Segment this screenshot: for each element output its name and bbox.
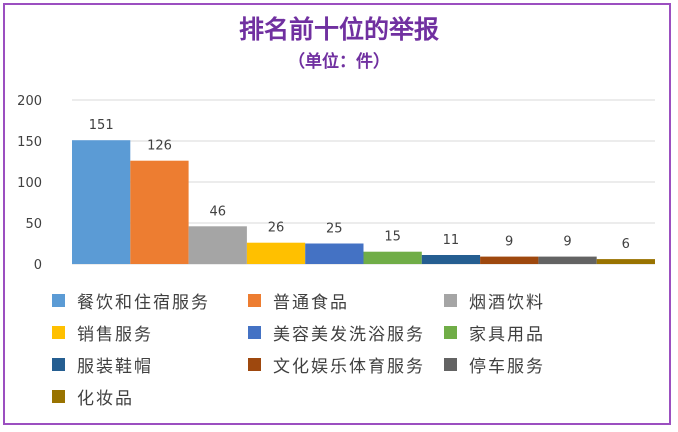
y-axis-ticks: 0 50 100 150 200 xyxy=(17,94,42,273)
y-tick-label: 100 xyxy=(17,176,42,191)
bar-3 xyxy=(188,226,247,264)
bar-6 xyxy=(363,251,422,264)
legend-item: 烟酒饮料 xyxy=(444,289,640,313)
legend-label: 停车服务 xyxy=(469,356,545,377)
legend-label: 文化娱乐体育服务 xyxy=(273,356,425,377)
legend-swatch xyxy=(248,325,261,339)
legend-item: 化妆品 xyxy=(52,385,248,409)
legend-label: 美容美发洗浴服务 xyxy=(273,324,425,345)
legend-item: 家具用品 xyxy=(444,321,640,345)
legend-label: 家具用品 xyxy=(469,324,545,345)
legend-swatch xyxy=(444,293,457,307)
legend-swatch xyxy=(248,357,261,371)
legend-item: 普通食品 xyxy=(248,289,444,313)
data-label: 26 xyxy=(268,221,285,236)
bar-9 xyxy=(538,256,597,264)
y-tick-label: 50 xyxy=(25,217,42,232)
legend-label: 烟酒饮料 xyxy=(469,292,545,313)
legend-label: 餐饮和住宿服务 xyxy=(77,292,210,313)
legend-item: 美容美发洗浴服务 xyxy=(248,321,444,345)
legend-item: 停车服务 xyxy=(444,353,640,377)
chart-title: 排名前十位的举报 xyxy=(238,15,439,44)
data-label: 11 xyxy=(443,233,460,248)
data-label: 46 xyxy=(210,204,227,219)
legend-label: 服装鞋帽 xyxy=(77,356,153,377)
y-tick-label: 0 xyxy=(34,258,42,273)
legend-swatch xyxy=(444,357,457,371)
bars xyxy=(72,140,655,264)
data-label: 126 xyxy=(147,139,172,154)
legend-item: 销售服务 xyxy=(52,321,248,345)
bar-1 xyxy=(72,140,131,264)
bar-10 xyxy=(596,259,655,264)
bar-2 xyxy=(130,160,189,264)
data-labels: 151 126 46 26 25 15 11 9 9 6 xyxy=(89,118,630,252)
bar-8 xyxy=(480,256,539,264)
bar-4 xyxy=(246,242,306,264)
legend-swatch xyxy=(248,293,261,307)
data-label: 25 xyxy=(326,222,343,237)
data-label: 6 xyxy=(622,237,630,252)
data-label: 9 xyxy=(505,235,513,250)
legend-swatch xyxy=(52,325,65,339)
data-label: 15 xyxy=(384,230,401,245)
bar-7 xyxy=(421,255,481,264)
legend-swatch xyxy=(52,389,65,403)
bar-5 xyxy=(305,243,364,264)
legend-label: 销售服务 xyxy=(77,324,153,345)
legend: 餐饮和住宿服务 普通食品 烟酒饮料销售服务 美容美发洗浴服务 家具用品服装鞋帽 文化娱乐体… xyxy=(52,289,652,409)
legend-label: 普通食品 xyxy=(273,292,349,313)
legend-swatch xyxy=(52,357,65,371)
legend-item: 服装鞋帽 xyxy=(52,353,248,377)
legend-label: 化妆品 xyxy=(77,388,134,409)
legend-swatch xyxy=(444,325,457,339)
y-tick-label: 200 xyxy=(17,94,42,109)
legend-swatch xyxy=(52,293,65,307)
data-label: 9 xyxy=(563,235,571,250)
legend-item: 文化娱乐体育服务 xyxy=(248,353,444,377)
data-label: 151 xyxy=(89,118,114,133)
legend-item: 餐饮和住宿服务 xyxy=(52,289,248,313)
chart-subtitle: （单位：件） xyxy=(288,52,390,72)
y-tick-label: 150 xyxy=(17,135,42,150)
